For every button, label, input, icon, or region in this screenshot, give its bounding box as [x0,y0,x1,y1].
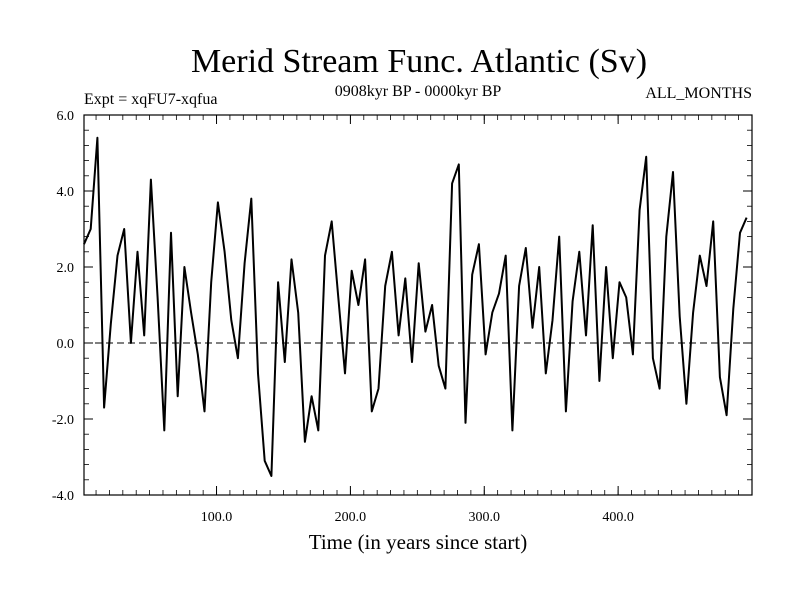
x-axis-label: Time (in years since start) [309,530,528,554]
series-layer [83,136,748,477]
x-tick-label: 200.0 [335,510,367,525]
x-tick-label: 300.0 [469,510,501,525]
axis-layer: -4.0 -2.0 0.0 2.0 4.0 6.0 100.0 200.0 300.0 400.0 [52,109,753,525]
chart-subtitle-center: 0908kyr BP - 0000kyr BP [335,83,502,100]
chart-subtitle-left: Expt = xqFU7-xqfua [84,91,217,108]
x-tick-label: 100.0 [201,510,233,525]
x-tick-label: 400.0 [602,510,634,525]
y-tick-label: -2.0 [52,413,74,428]
y-tick-label: -4.0 [52,489,74,504]
chart-title: Merid Stream Func. Atlantic (Sv) [191,43,647,80]
plot-frame [83,114,753,496]
y-tick-label: 4.0 [57,185,75,200]
y-tick-label: 2.0 [57,261,75,276]
y-tick-label: 0.0 [57,337,75,352]
chart-subtitle-right: ALL_MONTHS [645,85,752,102]
series-line [83,136,748,477]
y-tick-label: 6.0 [57,109,75,124]
